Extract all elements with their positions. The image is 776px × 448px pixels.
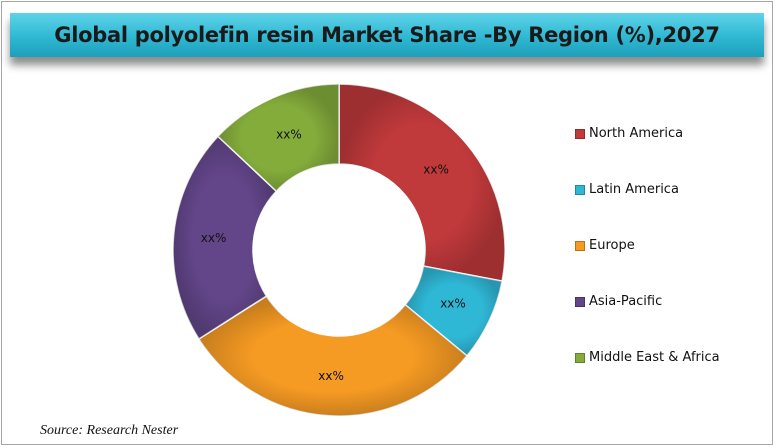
slice-north-america — [338, 83, 506, 282]
legend-item-latin-america: Latin America — [575, 182, 679, 197]
legend-label: Latin America — [589, 182, 679, 197]
legend-swatch — [575, 184, 585, 195]
legend-item-north-america: North America — [575, 126, 683, 141]
data-label: xx% — [318, 369, 344, 383]
chart-title: Global polyolefin resin Market Share -By… — [54, 23, 720, 47]
legend-swatch — [575, 128, 585, 139]
data-label: xx% — [201, 231, 227, 245]
legend-swatch — [575, 240, 585, 251]
title-banner: Global polyolefin resin Market Share -By… — [10, 13, 764, 57]
legend-label: North America — [589, 126, 684, 141]
data-label: xx% — [423, 163, 449, 177]
legend-label: Asia-Pacific — [589, 294, 663, 309]
legend-item-asia-pacific: Asia-Pacific — [575, 294, 662, 309]
legend-label: Europe — [589, 238, 635, 253]
legend-label: Middle East & Africa — [589, 350, 720, 365]
legend-swatch — [575, 296, 585, 307]
data-label: xx% — [440, 297, 466, 311]
legend-swatch — [575, 352, 585, 363]
data-label: xx% — [276, 127, 302, 141]
legend-item-middle-east-africa: Middle East & Africa — [575, 350, 720, 365]
legend-item-europe: Europe — [575, 238, 635, 253]
source-note: Source: Research Nester — [40, 423, 179, 438]
